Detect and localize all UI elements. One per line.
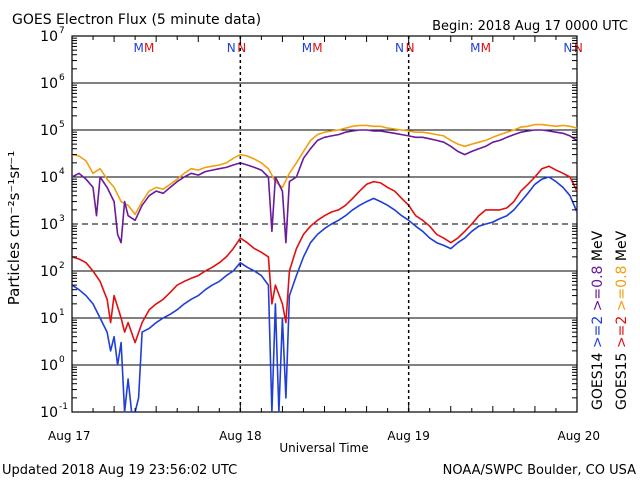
marker-n: N <box>574 41 583 55</box>
y-tick-exponent: 5 <box>59 120 65 130</box>
y-tick-exponent: 3 <box>59 214 65 224</box>
credit: NOAA/SWPC Boulder, CO USA <box>443 463 636 478</box>
marker-n: N <box>237 41 246 55</box>
legend-goes14: GOES14 >=2 >=0.8 MeV <box>590 230 606 410</box>
marker-n: N <box>227 41 236 55</box>
marker-m: M <box>312 41 322 55</box>
series-lines <box>71 123 578 413</box>
x-axis-label: Universal Time <box>279 441 368 455</box>
legend-entry: >=0.8 <box>614 266 630 316</box>
marker-m: M <box>133 41 143 55</box>
updated-time: Updated 2018 Aug 19 23:56:02 UTC <box>2 463 237 478</box>
grid-lines <box>72 82 577 366</box>
y-tick-label: 10 <box>40 76 58 92</box>
y-tick-label: 10 <box>40 123 58 139</box>
y-tick-label: 10 <box>40 29 58 45</box>
chart-title: GOES Electron Flux (5 minute data) <box>12 12 261 28</box>
series-line-goes15-0-8-mev <box>71 123 578 216</box>
y-tick-label: 10 <box>40 358 58 374</box>
y-tick-label: 10 <box>40 405 58 421</box>
y-tick-exponent: 7 <box>59 26 65 36</box>
x-tick-label: Aug 18 <box>219 429 262 443</box>
y-tick-exponent: 0 <box>59 355 65 365</box>
marker-m: M <box>481 41 491 55</box>
y-tick-exponent: 6 <box>59 73 65 83</box>
y-tick-label: 10 <box>40 217 58 233</box>
legend-entry: >=2 <box>614 316 630 353</box>
y-tick-label: 10 <box>40 264 58 280</box>
marker-m: M <box>470 41 480 55</box>
y-tick-exponent: 2 <box>59 261 65 271</box>
legend-entry: MeV <box>590 230 606 265</box>
series-line-goes15-2-mev <box>71 165 578 344</box>
y-axis-label: Particles cm⁻²s⁻¹sr⁻¹ <box>5 151 23 305</box>
legend-goes15: GOES15 >=2 >=0.8 MeV <box>614 230 630 410</box>
x-tick-label: Aug 19 <box>387 429 430 443</box>
begin-time: Begin: 2018 Aug 17 0000 UTC <box>432 19 628 34</box>
y-tick-label: 10 <box>40 311 58 327</box>
y-tick-exponent: 1 <box>59 308 65 318</box>
series-line-goes14-2-mev <box>71 176 578 413</box>
marker-m: M <box>144 41 154 55</box>
marker-n: N <box>406 41 415 55</box>
legend-entry: GOES15 <box>614 353 630 410</box>
y-tick-exponent: -1 <box>59 402 68 412</box>
marker-n: N <box>395 41 404 55</box>
x-tick-label: Aug 20 <box>557 429 600 443</box>
legend-entry: >=2 <box>590 316 606 353</box>
series-line-goes14-0-8-mev <box>71 129 578 244</box>
legend-entry: GOES14 <box>590 352 606 410</box>
legend-entry: MeV <box>614 230 630 265</box>
marker-n: N <box>563 41 572 55</box>
y-tick-label: 10 <box>40 170 58 186</box>
x-ticks: Aug 17 Aug 18 Aug 19 Aug 20 <box>48 36 600 443</box>
marker-m: M <box>302 41 312 55</box>
legend-entry: >=0.8 <box>590 266 606 316</box>
x-tick-label: Aug 17 <box>48 429 91 443</box>
y-tick-exponent: 4 <box>59 167 65 177</box>
